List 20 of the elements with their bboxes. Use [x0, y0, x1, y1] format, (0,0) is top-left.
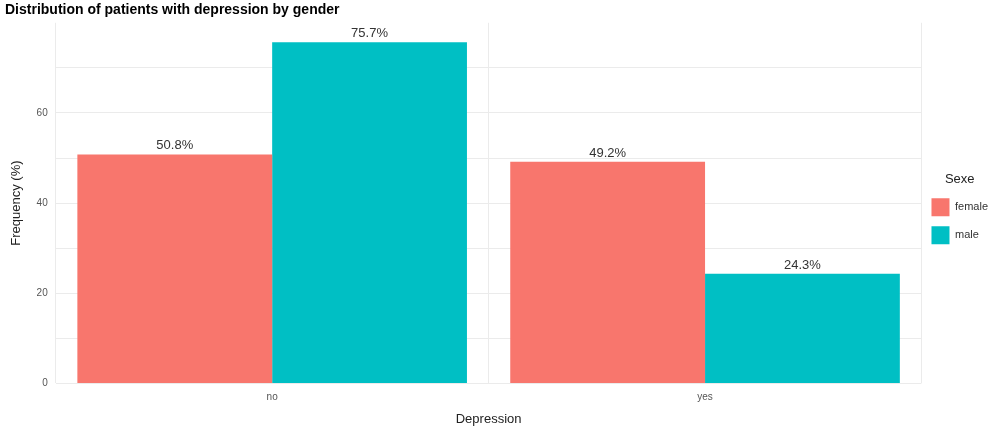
y-tick-label: 60 — [36, 106, 49, 118]
bar — [77, 154, 273, 383]
chart-title: Distribution of patients with depression by gender — [5, 1, 341, 18]
y-axis-title: Frequency (%) — [8, 160, 24, 246]
bar — [705, 273, 900, 383]
y-tick-label: 40 — [36, 196, 49, 208]
bar — [510, 161, 706, 383]
x-axis-title: Depression — [455, 410, 522, 426]
data-label: 24.3% — [784, 256, 822, 272]
legend-title: Sexe — [944, 170, 975, 186]
legend-label: male — [954, 228, 979, 241]
bar — [272, 42, 467, 383]
data-label: 49.2% — [589, 144, 627, 160]
y-tick-label: 0 — [42, 377, 49, 389]
x-tick-label: no — [266, 391, 279, 403]
data-label: 50.8% — [156, 137, 194, 153]
legend-label: female — [954, 200, 989, 213]
y-tick-label: 20 — [36, 287, 49, 298]
x-tick-label: yes — [697, 391, 713, 403]
data-label: 75.7% — [351, 25, 389, 41]
